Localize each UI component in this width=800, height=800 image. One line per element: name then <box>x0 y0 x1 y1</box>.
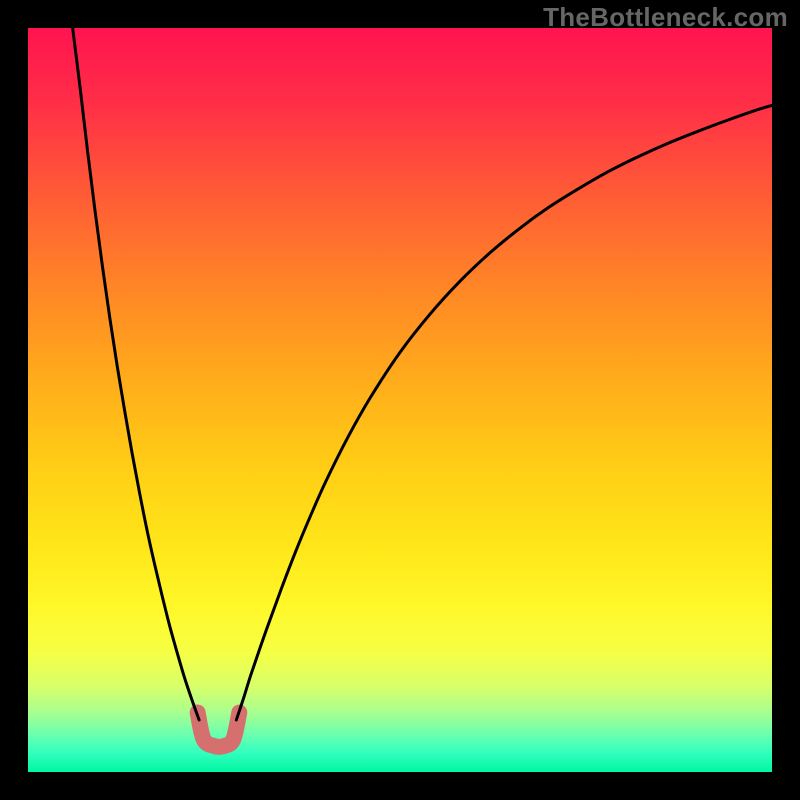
plot-area <box>28 28 772 772</box>
watermark-text: TheBottleneck.com <box>543 2 788 33</box>
chart-root: TheBottleneck.com <box>0 0 800 800</box>
